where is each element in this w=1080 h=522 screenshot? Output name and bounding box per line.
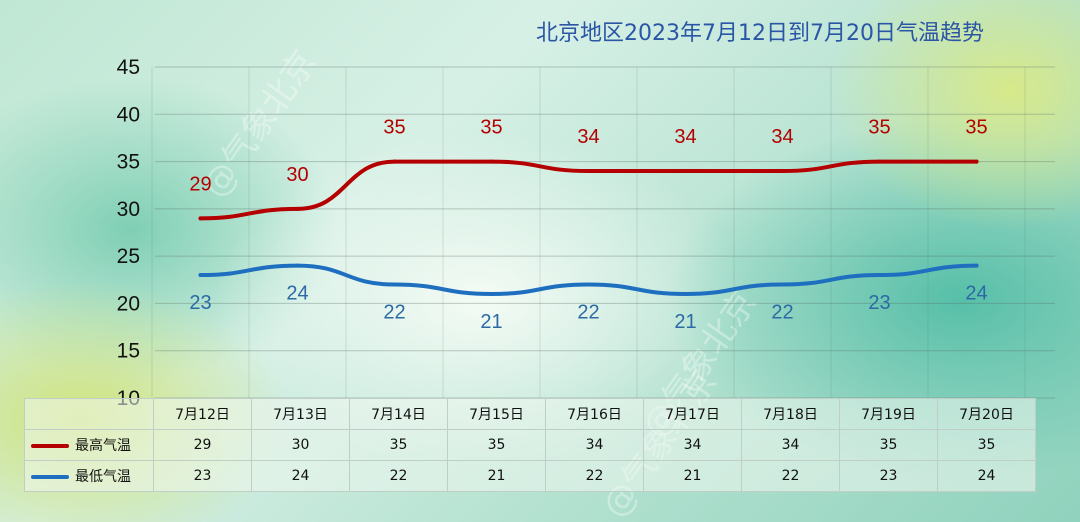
table-row-max-temp: 最高气温 29 30 35 35 34 34 34 35 35 bbox=[24, 429, 1036, 461]
data-point-max-temp bbox=[974, 159, 979, 164]
data-point-max-temp bbox=[683, 169, 688, 174]
x-tick-label: 7月14日 bbox=[349, 398, 448, 430]
data-point-min-temp bbox=[489, 291, 494, 296]
table-row-min-temp: 最低气温 23 24 22 21 22 21 22 23 24 bbox=[24, 460, 1036, 492]
legend-label-min-temp: 最低气温 bbox=[75, 469, 131, 485]
data-label-min-temp: 22 bbox=[771, 302, 793, 324]
table-cell-max-temp: 29 bbox=[153, 429, 252, 461]
y-tick-label: 20 bbox=[117, 292, 140, 315]
data-label-min-temp: 22 bbox=[577, 302, 599, 324]
data-point-max-temp bbox=[586, 169, 591, 174]
table-header-row: 7月12日 7月13日 7月14日 7月15日 7月16日 7月17日 7月18日 7月19日… bbox=[24, 398, 1036, 430]
legend-key-max-temp bbox=[31, 444, 69, 448]
data-label-min-temp: 21 bbox=[674, 311, 696, 333]
data-label-max-temp: 34 bbox=[771, 126, 793, 148]
y-tick-label: 45 bbox=[117, 56, 140, 79]
data-point-max-temp bbox=[877, 159, 882, 164]
table-cell-min-temp: 21 bbox=[447, 460, 546, 492]
data-point-min-temp bbox=[683, 291, 688, 296]
data-table: 7月12日 7月13日 7月14日 7月15日 7月16日 7月17日 7月18日 7月19日… bbox=[24, 398, 1036, 492]
data-label-min-temp: 23 bbox=[189, 292, 211, 314]
x-tick-label: 7月16日 bbox=[545, 398, 644, 430]
table-cell-max-temp: 34 bbox=[741, 429, 840, 461]
data-point-min-temp bbox=[198, 273, 203, 278]
table-cell-min-temp: 21 bbox=[643, 460, 742, 492]
table-cell-min-temp: 22 bbox=[741, 460, 840, 492]
table-cell-max-temp: 30 bbox=[251, 429, 350, 461]
x-tick-label: 7月18日 bbox=[741, 398, 840, 430]
y-tick-label: 15 bbox=[117, 340, 140, 363]
table-cell-min-temp: 22 bbox=[545, 460, 644, 492]
legend-min-temp: 最低气温 bbox=[24, 460, 154, 492]
data-label-min-temp: 24 bbox=[286, 283, 308, 305]
table-cell-max-temp: 34 bbox=[545, 429, 644, 461]
data-label-min-temp: 24 bbox=[965, 283, 987, 305]
table-cell-max-temp: 35 bbox=[349, 429, 448, 461]
data-point-max-temp bbox=[198, 216, 203, 221]
legend-max-temp: 最高气温 bbox=[24, 429, 154, 461]
data-label-max-temp: 35 bbox=[868, 117, 890, 139]
data-label-max-temp: 34 bbox=[577, 126, 599, 148]
x-tick-label: 7月17日 bbox=[643, 398, 742, 430]
data-label-min-temp: 21 bbox=[480, 311, 502, 333]
data-point-min-temp bbox=[974, 263, 979, 268]
data-label-max-temp: 34 bbox=[674, 126, 696, 148]
data-label-max-temp: 35 bbox=[480, 117, 502, 139]
table-cell-min-temp: 22 bbox=[349, 460, 448, 492]
data-label-max-temp: 30 bbox=[286, 164, 308, 186]
table-cell-max-temp: 35 bbox=[937, 429, 1036, 461]
chart-title: 北京地区2023年7月12日到7月20日气温趋势 bbox=[536, 21, 984, 46]
table-cell-min-temp: 24 bbox=[251, 460, 350, 492]
legend-key-min-temp bbox=[31, 475, 69, 479]
x-tick-label: 7月15日 bbox=[447, 398, 546, 430]
data-point-max-temp bbox=[392, 159, 397, 164]
table-cell-min-temp: 24 bbox=[937, 460, 1036, 492]
data-point-min-temp bbox=[392, 282, 397, 287]
data-point-max-temp bbox=[489, 159, 494, 164]
data-label-max-temp: 35 bbox=[965, 117, 987, 139]
x-tick-label: 7月19日 bbox=[839, 398, 938, 430]
data-point-min-temp bbox=[877, 273, 882, 278]
y-tick-label: 30 bbox=[117, 198, 140, 221]
table-cell-min-temp: 23 bbox=[153, 460, 252, 492]
data-label-min-temp: 22 bbox=[383, 302, 405, 324]
data-point-max-temp bbox=[295, 206, 300, 211]
data-point-min-temp bbox=[586, 282, 591, 287]
table-cell-max-temp: 35 bbox=[839, 429, 938, 461]
legend-label-max-temp: 最高气温 bbox=[75, 438, 131, 454]
y-tick-label: 25 bbox=[117, 245, 140, 268]
series-line-min-temp bbox=[198, 263, 979, 296]
data-label-min-temp: 23 bbox=[868, 292, 890, 314]
x-tick-label: 7月20日 bbox=[937, 398, 1036, 430]
x-tick-label: 7月12日 bbox=[153, 398, 252, 430]
table-cell-min-temp: 23 bbox=[839, 460, 938, 492]
data-label-max-temp: 29 bbox=[189, 173, 211, 195]
y-tick-label: 40 bbox=[117, 103, 140, 126]
y-tick-label: 35 bbox=[117, 151, 140, 174]
table-cell-max-temp: 34 bbox=[643, 429, 742, 461]
series-line-max-temp bbox=[198, 159, 979, 221]
x-tick-label: 7月13日 bbox=[251, 398, 350, 430]
table-corner-cell bbox=[24, 398, 154, 430]
data-point-min-temp bbox=[295, 263, 300, 268]
table-cell-max-temp: 35 bbox=[447, 429, 546, 461]
data-point-max-temp bbox=[780, 169, 785, 174]
data-point-min-temp bbox=[780, 282, 785, 287]
data-label-max-temp: 35 bbox=[383, 117, 405, 139]
